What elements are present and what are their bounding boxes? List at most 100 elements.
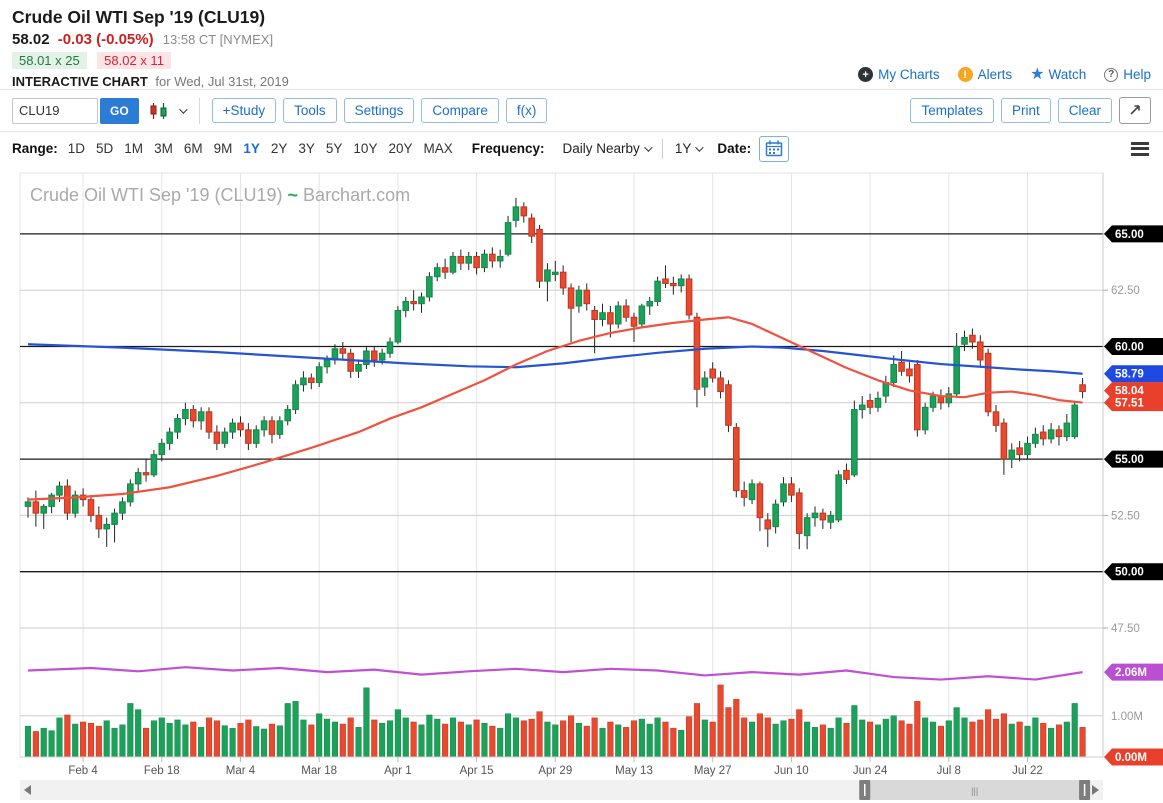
print-button[interactable]: Print: [1000, 98, 1051, 123]
period-select[interactable]: 1Y: [674, 141, 704, 156]
range-item-5d[interactable]: 5D: [96, 141, 114, 156]
bid-ask-row: 58.01 x 25 58.02 x 11: [12, 52, 1151, 71]
header-links: + My Charts ! Alerts ★ Watch ? Help: [858, 66, 1151, 83]
axis-tag-text: 57.51: [1115, 398, 1144, 410]
axis-tags: 65.0060.0058.7958.0457.5155.0050.002.06M…: [1104, 225, 1163, 766]
range-item-9m[interactable]: 9M: [213, 141, 233, 156]
range-item-1y[interactable]: 1Y: [243, 141, 260, 156]
alerts-link[interactable]: ! Alerts: [957, 67, 1013, 82]
axis-price-tag: [1104, 663, 1163, 681]
plus-circle-icon: +: [858, 67, 874, 82]
volume-axis-label: 1.00M: [1111, 711, 1143, 723]
settings-button[interactable]: Settings: [343, 98, 415, 123]
axis-tag-text: 0.00M: [1115, 752, 1147, 764]
chevron-down-icon: [643, 142, 653, 152]
ask-quote: 58.02 x 11: [97, 52, 171, 69]
moving-averages: [27, 316, 1083, 681]
axis-labels: 62.50 52.50 47.50 1.00M: [1111, 285, 1143, 723]
volume-ma-line: [27, 666, 1083, 681]
range-item-max[interactable]: MAX: [423, 141, 453, 156]
x-axis-label: Jun 24: [853, 765, 888, 777]
period-value: 1Y: [674, 141, 692, 156]
chart-toolbar: GO +Study Tools Settings Compare f(x) Te…: [0, 90, 1163, 132]
price-axis-label: 62.50: [1111, 285, 1140, 297]
date-label: Date:: [717, 141, 752, 156]
price-axis-label: 52.50: [1111, 510, 1140, 522]
range-item-2y[interactable]: 2Y: [270, 141, 288, 156]
range-item-6m[interactable]: 6M: [183, 141, 203, 156]
star-icon: ★: [1030, 66, 1045, 83]
menu-icon[interactable]: [1129, 137, 1151, 160]
vertical-gridlines: [82, 173, 1028, 757]
last-price: 58.02: [12, 31, 50, 48]
time-scrollbar: |||: [20, 780, 1103, 800]
date-picker-button[interactable]: [759, 135, 790, 162]
chart-date: for Wed, Jul 31st, 2019: [155, 74, 289, 89]
page-title: Crude Oil WTI Sep '19 (CLU19): [12, 7, 266, 27]
range-item-1m[interactable]: 1M: [124, 141, 144, 156]
range-item-20y[interactable]: 20Y: [388, 141, 413, 156]
x-axis-label: May 27: [694, 765, 732, 777]
toolbar-right-group: Templates Print Clear: [910, 97, 1151, 124]
chart-type-dropdown[interactable]: [148, 102, 188, 120]
range-item-5y[interactable]: 5Y: [325, 141, 343, 156]
price-axis-label: 47.50: [1111, 623, 1140, 635]
expand-chart-button[interactable]: [1119, 97, 1151, 124]
help-link[interactable]: ? Help: [1104, 67, 1151, 82]
range-item-1d[interactable]: 1D: [67, 141, 86, 156]
expand-arrow-icon: [1130, 105, 1140, 115]
templates-button[interactable]: Templates: [910, 98, 994, 123]
clear-button[interactable]: Clear: [1057, 98, 1112, 123]
range-row: Range: 1D 5D 1M 3M 6M 9M 1Y 2Y 3Y 5Y 10Y 20Y MAX Fre…: [0, 132, 1163, 165]
plot-area[interactable]: [19, 172, 1104, 758]
scrollbar-track[interactable]: [20, 780, 1103, 800]
my-charts-link[interactable]: + My Charts: [858, 67, 940, 82]
range-options: 1D 5D 1M 3M 6M 9M 1Y 2Y 3Y 5Y 10Y 20Y MAX: [68, 141, 464, 156]
axis-price-tag: [1104, 748, 1163, 766]
chevron-down-icon: [178, 104, 188, 114]
question-icon: ?: [1104, 67, 1119, 82]
axis-price-tag: [1104, 225, 1163, 243]
axis-tag-text: 65.00: [1115, 229, 1144, 241]
symbol-input[interactable]: [12, 97, 98, 124]
range-row-divider: [661, 138, 663, 159]
go-button[interactable]: GO: [100, 97, 139, 124]
help-label: Help: [1123, 67, 1151, 82]
range-item-3m[interactable]: 3M: [154, 141, 173, 156]
volume-bars: [24, 684, 1086, 758]
fx-button[interactable]: f(x): [505, 98, 548, 123]
candlestick-icon: [150, 102, 167, 119]
price-line: 58.02 -0.03 (-0.05%) 13:58 CT [NYMEX]: [12, 30, 1151, 49]
axis-price-tag: [1104, 563, 1163, 581]
scrollbar-left-arrow[interactable]: [24, 785, 31, 795]
alerts-label: Alerts: [977, 67, 1013, 82]
tools-button[interactable]: Tools: [283, 98, 337, 123]
ma-red-line: [27, 316, 1083, 501]
axis-price-tag: [1104, 450, 1163, 468]
x-axis-label: Jul 22: [1012, 765, 1043, 777]
ma-blue-line: [27, 343, 1083, 375]
x-axis-label: Apr 29: [538, 765, 572, 777]
watch-link[interactable]: ★ Watch: [1030, 66, 1087, 83]
page-subtitle: INTERACTIVE CHART for Wed, Jul 31st, 201…: [12, 74, 1151, 89]
my-charts-label: My Charts: [878, 67, 940, 82]
price-chart[interactable]: Crude Oil WTI Sep '19 (CLU19) ~ Barchart…: [0, 165, 1163, 803]
compare-button[interactable]: Compare: [421, 98, 499, 123]
scrollbar-grip[interactable]: |||: [971, 786, 978, 796]
scrollbar-right-arrow[interactable]: [1092, 785, 1099, 795]
axis-price-tag: [1104, 338, 1163, 355]
range-item-3y[interactable]: 3Y: [298, 141, 315, 156]
frequency-select[interactable]: Daily Nearby: [563, 141, 653, 156]
scrollbar-thumb[interactable]: [864, 780, 1085, 800]
range-label: Range:: [12, 141, 58, 156]
x-axis-label: Mar 4: [226, 765, 256, 777]
watch-label: Watch: [1048, 67, 1087, 82]
price-change: -0.03 (-0.05%): [57, 31, 154, 48]
add-study-button[interactable]: +Study: [211, 98, 277, 123]
axis-price-tag: [1104, 365, 1163, 383]
interactive-chart-label: INTERACTIVE CHART: [12, 74, 148, 89]
axis-tag-text: 60.00: [1115, 342, 1144, 354]
range-item-10y[interactable]: 10Y: [353, 141, 378, 156]
axis-tag-text: 55.00: [1115, 454, 1144, 466]
quote-time: 13:58 CT [NYMEX]: [162, 32, 274, 47]
